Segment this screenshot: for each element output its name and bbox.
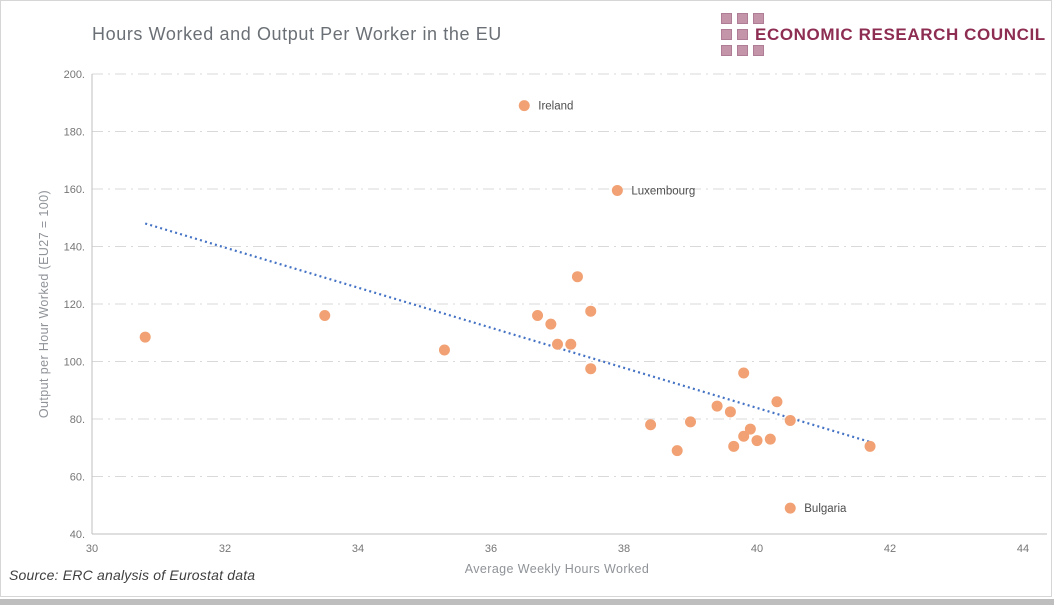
data-point [771, 396, 783, 408]
data-point [565, 338, 577, 350]
source-note: Source: ERC analysis of Eurostat data [9, 567, 256, 583]
data-point [711, 400, 723, 412]
data-point [738, 367, 750, 379]
erc-logo: ECONOMIC RESEARCH COUNCIL [721, 13, 1046, 61]
data-point [728, 440, 740, 452]
y-tick-label: 40. [70, 529, 85, 541]
erc-logo-row: ECONOMIC RESEARCH COUNCIL [721, 25, 1046, 44]
chart-title: Hours Worked and Output Per Worker in th… [92, 24, 502, 44]
y-tick-label: 100. [64, 357, 85, 369]
x-tick-label: 32 [219, 543, 231, 555]
x-tick-label: 38 [618, 543, 630, 555]
data-point [685, 416, 696, 428]
data-point [585, 363, 597, 375]
data-point [319, 310, 331, 321]
data-point [645, 419, 657, 431]
data-point [784, 502, 796, 514]
data-point [784, 414, 796, 426]
data-point [552, 338, 563, 350]
x-tick-label: 44 [1017, 543, 1029, 555]
data-point [764, 433, 776, 445]
data-point [744, 423, 756, 435]
y-tick-label: 120. [64, 299, 85, 311]
data-point [438, 344, 450, 356]
erc-logo-row [721, 45, 1046, 56]
logo-square-icon [721, 45, 732, 56]
logo-square-icon [737, 29, 748, 40]
data-point [751, 435, 763, 447]
data-point [671, 445, 683, 457]
x-tick-label: 34 [352, 543, 364, 555]
data-point [139, 331, 151, 343]
x-tick-label: 30 [86, 543, 98, 555]
data-point [738, 430, 750, 442]
y-axis-title: Output per Hour Worked (EU27 = 100) [37, 190, 51, 418]
logo-square-icon [737, 13, 748, 24]
y-tick-label: 140. [64, 242, 85, 254]
y-tick-label: 200. [64, 69, 85, 81]
logo-square-icon [753, 13, 764, 24]
data-point [864, 440, 876, 452]
logo-square-icon [721, 29, 732, 40]
logo-square-icon [721, 13, 732, 24]
point-label: Bulgaria [804, 503, 847, 515]
y-tick-label: 180. [64, 127, 85, 139]
y-tick-label: 160. [64, 184, 85, 196]
data-point [724, 406, 736, 418]
x-axis-title: Average Weekly Hours Worked [465, 562, 650, 576]
logo-square-icon [737, 45, 748, 56]
logo-square-icon [753, 45, 764, 56]
x-tick-label: 40 [751, 543, 763, 555]
point-label: Ireland [538, 101, 573, 113]
erc-logo-text: ECONOMIC RESEARCH COUNCIL [755, 25, 1046, 44]
bottom-strip [0, 599, 1054, 605]
data-point [585, 305, 597, 317]
x-tick-label: 36 [485, 543, 497, 555]
data-point [571, 271, 583, 283]
trend-line [144, 222, 871, 444]
y-tick-label: 80. [70, 414, 85, 426]
data-point [532, 310, 544, 321]
point-label: Luxembourg [631, 185, 695, 197]
data-point [545, 318, 557, 330]
erc-logo-row [721, 13, 1046, 24]
x-tick-label: 42 [884, 543, 896, 555]
y-tick-label: 60. [70, 472, 85, 484]
data-point [518, 100, 530, 112]
data-point [611, 184, 623, 196]
